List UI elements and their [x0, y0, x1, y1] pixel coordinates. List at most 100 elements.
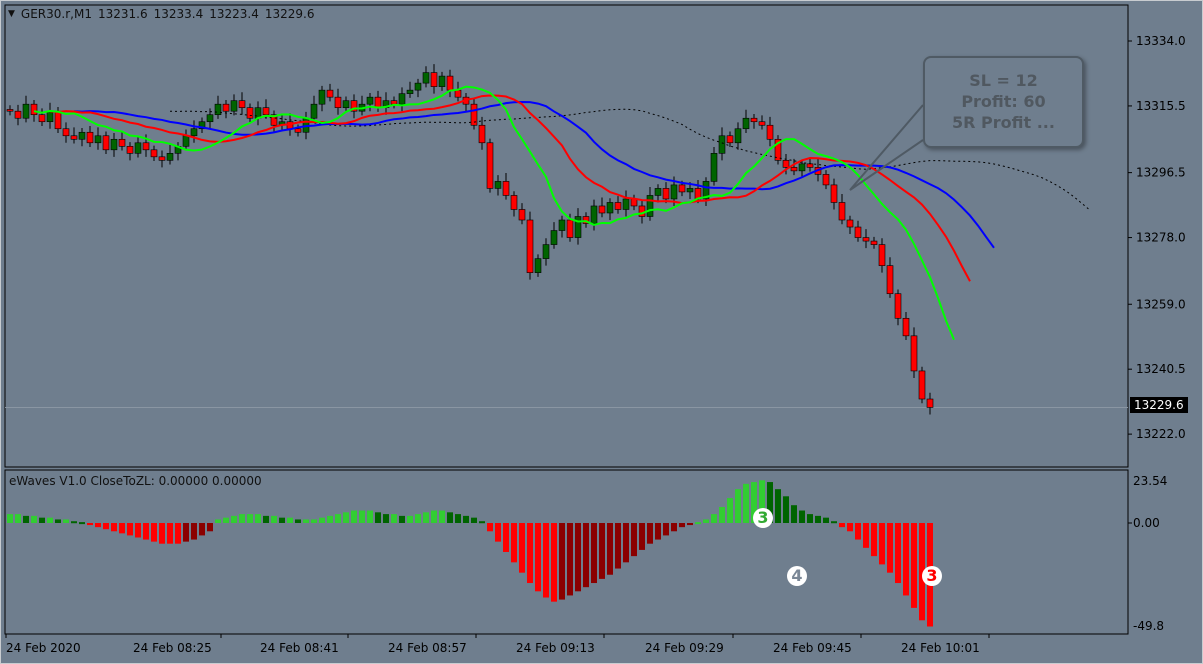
candle [926, 398, 934, 408]
candle [390, 100, 398, 105]
price-tick-label: 13222.0 [1136, 427, 1186, 441]
candle [238, 100, 246, 108]
histogram-bar [679, 523, 685, 528]
histogram-bar [319, 517, 325, 523]
histogram-bar [351, 510, 357, 523]
candle [366, 96, 374, 105]
candle [894, 293, 902, 319]
histogram-bar [127, 523, 133, 536]
time-tick-label: 24 Feb 2020 [6, 641, 81, 655]
candle [774, 138, 782, 161]
candle [478, 124, 486, 144]
histogram-bar [471, 517, 477, 523]
callout-5r: 5R Profit ... [952, 113, 1055, 132]
histogram-bar [535, 523, 541, 592]
candle [710, 153, 718, 182]
candle [150, 149, 158, 158]
candle [542, 244, 550, 259]
histogram-bar [903, 523, 909, 596]
candle [182, 135, 190, 147]
open-value: 13231.6 [97, 7, 148, 21]
candle [822, 174, 830, 186]
candle [902, 317, 910, 337]
histogram-bar [543, 523, 549, 598]
histogram-bar [599, 523, 605, 579]
histogram-bar [487, 523, 493, 532]
callout-pointer [849, 104, 924, 191]
histogram-bar [415, 514, 421, 523]
histogram-bar [831, 521, 837, 524]
histogram-bar [327, 515, 333, 523]
histogram-bar [623, 523, 629, 563]
histogram-bar [191, 523, 197, 540]
candle [526, 219, 534, 273]
histogram-bar [103, 523, 109, 530]
time-tick-label: 24 Feb 09:13 [516, 641, 595, 655]
histogram-bar [615, 523, 621, 569]
histogram-bar [855, 523, 861, 540]
candle [342, 100, 350, 108]
candle [310, 103, 318, 119]
histogram-bar [23, 515, 29, 523]
histogram-bar [495, 523, 501, 542]
time-tick-label: 24 Feb 08:25 [133, 641, 212, 655]
histogram-bar [735, 489, 741, 523]
histogram-bar [671, 523, 677, 532]
callout-profit: Profit: 60 [961, 92, 1046, 111]
candle [70, 135, 78, 140]
candle [326, 89, 334, 98]
time-tick-label: 24 Feb 08:41 [260, 641, 339, 655]
candle [214, 103, 222, 116]
candle [438, 75, 446, 87]
triangle-down-icon[interactable]: ▼ [8, 9, 15, 19]
candle [862, 237, 870, 242]
candle [414, 82, 422, 91]
medium-ma-line [49, 94, 971, 282]
candle [406, 89, 414, 94]
histogram-bar [135, 523, 141, 538]
histogram-bar [143, 523, 149, 540]
candle [486, 142, 494, 189]
candle [790, 167, 798, 172]
histogram-bar [231, 515, 237, 523]
close-value: 13229.6 [264, 7, 315, 21]
candle [142, 142, 150, 151]
price-tick-label: 13334.0 [1136, 34, 1186, 48]
histogram-bar [255, 514, 261, 523]
histogram-bar [223, 517, 229, 523]
histogram-bar [791, 505, 797, 523]
candle [606, 202, 614, 214]
histogram-bar [527, 523, 533, 584]
histogram-bar [95, 523, 101, 528]
histogram-bar [639, 523, 645, 550]
time-tick-label: 24 Feb 09:29 [645, 641, 724, 655]
current-price-label: 13229.6 [1130, 397, 1188, 413]
histogram-bar [431, 510, 437, 523]
candle [510, 195, 518, 210]
candle [566, 219, 574, 238]
slow-ma-line [73, 100, 995, 249]
histogram-bar [183, 523, 189, 542]
histogram-bar [207, 523, 213, 532]
histogram-bar [63, 519, 69, 523]
price-tick-label: 13240.5 [1136, 362, 1186, 376]
callout-sl: SL = 12 [969, 71, 1038, 90]
candle [846, 219, 854, 228]
histogram-bar [911, 523, 917, 608]
histogram-bar [335, 514, 341, 523]
candle [558, 219, 566, 231]
candle [806, 163, 814, 168]
trade-callout: SL = 12 Profit: 60 5R Profit ... [923, 56, 1084, 148]
price-tick-label: 13296.5 [1136, 166, 1186, 180]
candle [870, 240, 878, 245]
long-ma-line [169, 108, 1091, 211]
candle [742, 117, 750, 130]
histogram-bar [647, 523, 653, 544]
histogram-bar [175, 523, 181, 544]
candle [470, 103, 478, 126]
histogram-bar [775, 489, 781, 523]
candle [86, 131, 94, 144]
histogram-bar [399, 515, 405, 523]
candle [14, 110, 22, 119]
histogram-bar [279, 517, 285, 523]
